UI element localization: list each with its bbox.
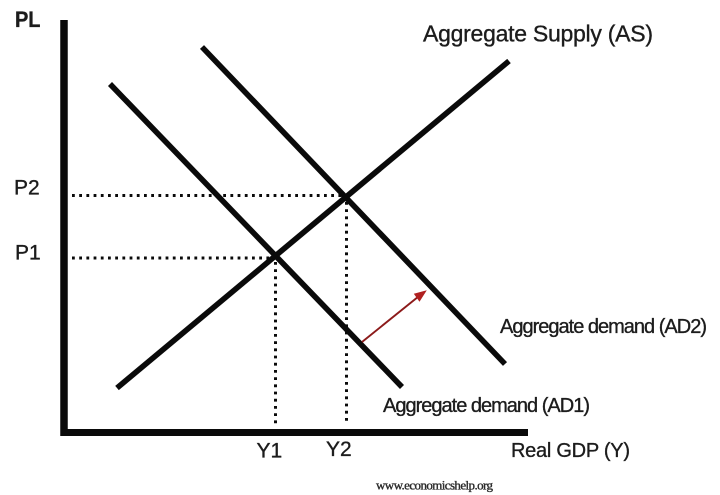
svg-text:Real GDP (Y): Real GDP (Y) bbox=[511, 440, 630, 462]
svg-text:Y2: Y2 bbox=[326, 438, 352, 461]
svg-text:Aggregate demand (AD1): Aggregate demand (AD1) bbox=[383, 395, 590, 417]
svg-text:Y1: Y1 bbox=[257, 440, 283, 463]
svg-text:Aggregate Supply (AS): Aggregate Supply (AS) bbox=[423, 21, 653, 47]
svg-text:Aggregate demand (AD2): Aggregate demand (AD2) bbox=[500, 316, 707, 338]
svg-text:PL: PL bbox=[15, 7, 41, 32]
svg-text:P2: P2 bbox=[14, 177, 40, 200]
svg-text:P1: P1 bbox=[15, 242, 41, 265]
svg-text:www.economicshelp.org: www.economicshelp.org bbox=[376, 478, 494, 493]
